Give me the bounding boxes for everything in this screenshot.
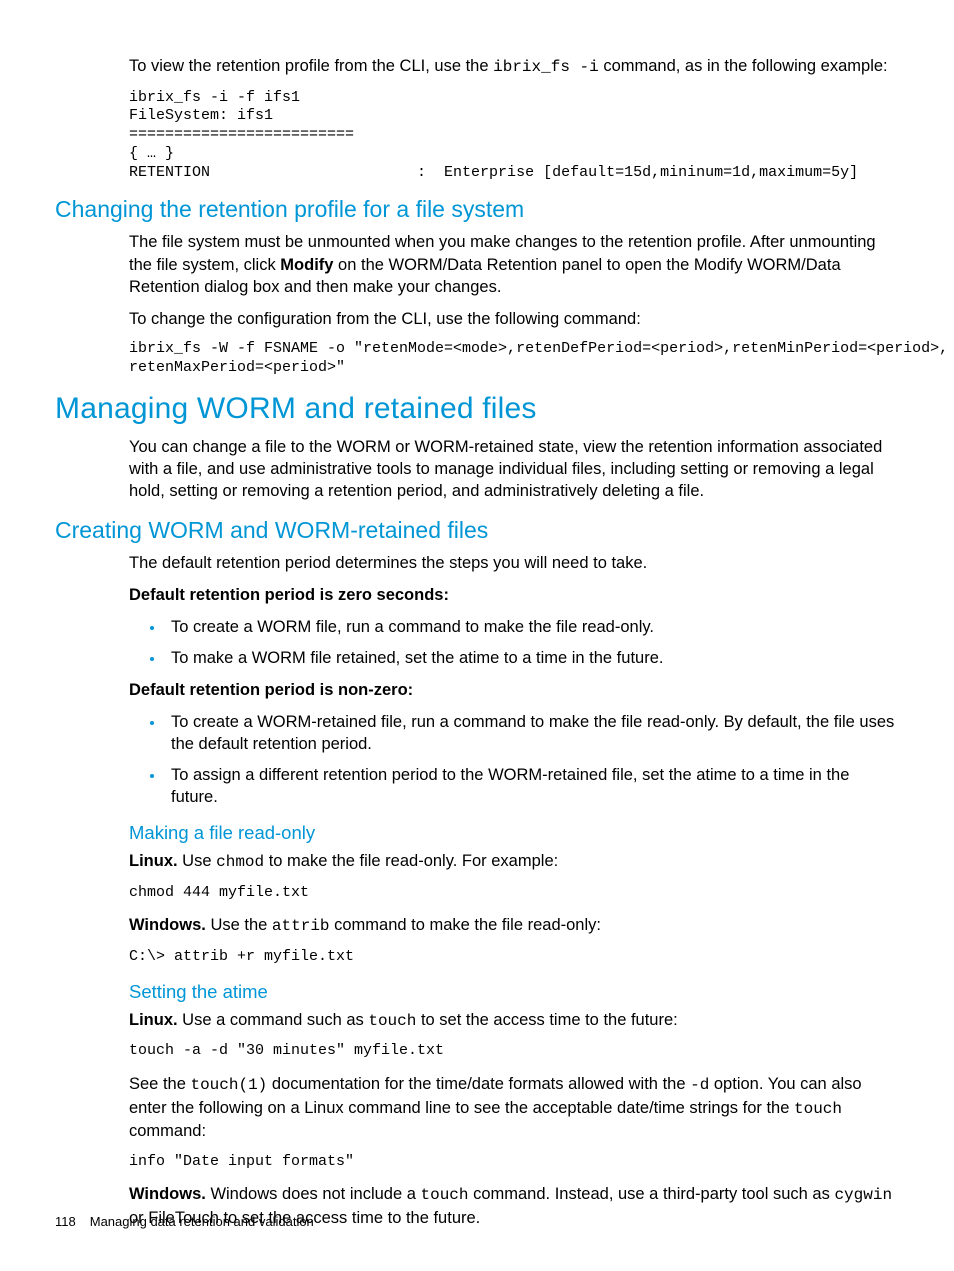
- text: documentation for the time/date formats …: [267, 1075, 690, 1093]
- label-windows: Windows.: [129, 916, 206, 934]
- h3-atime: Setting the atime: [129, 981, 899, 1003]
- chapter-title: Managing data retention and validation: [90, 1214, 314, 1229]
- inline-code: touch: [368, 1012, 416, 1030]
- p: To change the configuration from the CLI…: [129, 308, 899, 330]
- inline-code: -d: [690, 1076, 709, 1094]
- code-block: touch -a -d "30 minutes" myfile.txt: [129, 1042, 899, 1061]
- code-block: ibrix_fs -i -f ifs1 FileSystem: ifs1 ===…: [129, 89, 899, 183]
- p-win-readonly: Windows. Use the attrib command to make …: [129, 914, 899, 938]
- code-block: info "Date input formats": [129, 1153, 899, 1172]
- inline-code: ibrix_fs -i: [493, 58, 599, 76]
- inline-code: cygwin: [834, 1186, 892, 1204]
- inline-code: touch: [794, 1100, 842, 1118]
- h1-managing-worm: Managing WORM and retained files: [55, 392, 899, 426]
- sec-manage-body: You can change a file to the WORM or WOR…: [129, 436, 899, 503]
- h2-creating-worm: Creating WORM and WORM-retained files: [55, 517, 899, 544]
- bold-modify: Modify: [280, 256, 333, 274]
- label-windows: Windows.: [129, 1185, 206, 1203]
- label-linux: Linux.: [129, 1011, 178, 1029]
- label-linux: Linux.: [129, 852, 178, 870]
- intro-block: To view the retention profile from the C…: [129, 55, 899, 182]
- inline-code: touch: [420, 1186, 468, 1204]
- text: command:: [129, 1122, 206, 1140]
- text: Use: [178, 852, 217, 870]
- text: to make the file read-only. For example:: [264, 852, 558, 870]
- text: command to make the file read-only:: [330, 916, 601, 934]
- page-number: 118: [55, 1214, 76, 1229]
- page: To view the retention profile from the C…: [0, 0, 954, 1271]
- code-block: C:\> attrib +r myfile.txt: [129, 948, 899, 967]
- list-zero: To create a WORM file, run a command to …: [129, 616, 899, 669]
- list-item: To assign a different retention period t…: [165, 764, 899, 809]
- inline-code: touch(1): [190, 1076, 267, 1094]
- text: Use the: [206, 916, 272, 934]
- text: Use a command such as: [178, 1011, 369, 1029]
- intro-p1: To view the retention profile from the C…: [129, 55, 899, 79]
- p-touch-doc: See the touch(1) documentation for the t…: [129, 1073, 899, 1142]
- subhead-zero: Default retention period is zero seconds…: [129, 584, 899, 606]
- inline-code: chmod: [216, 853, 264, 871]
- text: See the: [129, 1075, 190, 1093]
- list-item: To make a WORM file retained, set the at…: [165, 647, 899, 669]
- list-item: To create a WORM-retained file, run a co…: [165, 711, 899, 756]
- p-linux-readonly: Linux. Use chmod to make the file read-o…: [129, 850, 899, 874]
- sec-change-body: The file system must be unmounted when y…: [129, 231, 899, 378]
- p: You can change a file to the WORM or WOR…: [129, 436, 899, 503]
- p: The file system must be unmounted when y…: [129, 231, 899, 298]
- subhead-nonzero: Default retention period is non-zero:: [129, 679, 899, 701]
- text: to set the access time to the future:: [416, 1011, 677, 1029]
- inline-code: attrib: [272, 917, 330, 935]
- code-block: chmod 444 myfile.txt: [129, 884, 899, 903]
- h3-read-only: Making a file read-only: [129, 822, 899, 844]
- h2-changing-retention: Changing the retention profile for a fil…: [55, 196, 899, 223]
- text: command, as in the following example:: [599, 57, 888, 75]
- list-nonzero: To create a WORM-retained file, run a co…: [129, 711, 899, 808]
- page-footer: 118 Managing data retention and validatio…: [55, 1214, 314, 1229]
- text: Windows does not include a: [206, 1185, 421, 1203]
- text: command. Instead, use a third-party tool…: [469, 1185, 835, 1203]
- code-block: ibrix_fs -W -f FSNAME -o "retenMode=<mod…: [129, 340, 899, 378]
- sec-create-body: The default retention period determines …: [129, 552, 899, 1229]
- p-linux-atime: Linux. Use a command such as touch to se…: [129, 1009, 899, 1033]
- p: The default retention period determines …: [129, 552, 899, 574]
- list-item: To create a WORM file, run a command to …: [165, 616, 899, 638]
- text: To view the retention profile from the C…: [129, 57, 493, 75]
